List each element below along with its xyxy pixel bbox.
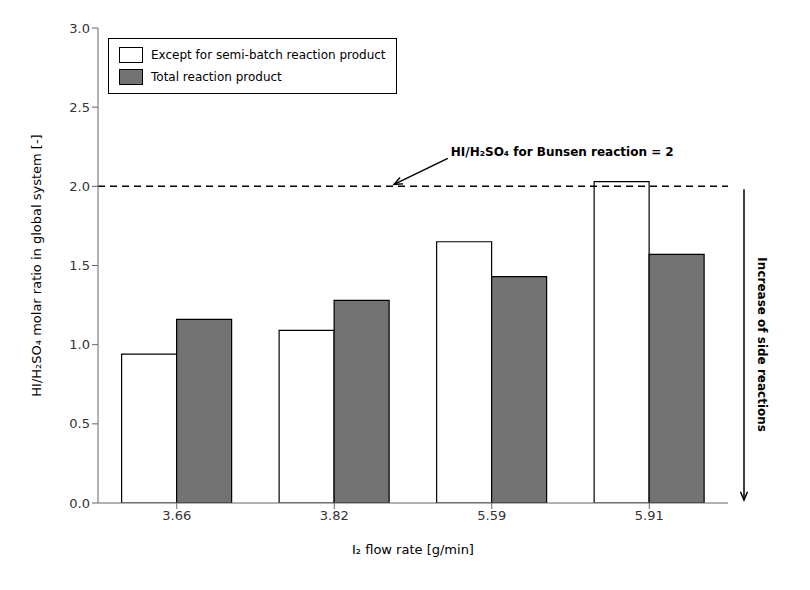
svg-text:1.5: 1.5 — [69, 258, 90, 273]
svg-text:HI/H₂SO₄ for Bunsen reaction =: HI/H₂SO₄ for Bunsen reaction = 2 — [451, 145, 674, 159]
svg-text:0.0: 0.0 — [69, 496, 90, 511]
svg-text:1.0: 1.0 — [69, 337, 90, 352]
svg-text:3.0: 3.0 — [69, 21, 90, 36]
svg-text:2.0: 2.0 — [69, 179, 90, 194]
svg-text:5.59: 5.59 — [477, 508, 506, 523]
html-text:Except for semi-batch reaction: Except for semi-batch reaction product — [151, 48, 386, 62]
svg-text:Increase of side reactions: Increase of side reactions — [755, 257, 769, 432]
svg-text:2.5: 2.5 — [69, 100, 90, 115]
svg-text:5.91: 5.91 — [635, 508, 664, 523]
html-text:Total reaction product: Total reaction product — [151, 70, 282, 84]
svg-text:I₂ flow rate [g/min]: I₂ flow rate [g/min] — [352, 542, 474, 557]
svg-text:3.82: 3.82 — [320, 508, 349, 523]
svg-text:HI/H₂SO₄ molar ratio in global: HI/H₂SO₄ molar ratio in global system [-… — [29, 134, 44, 396]
svg-text:0.5: 0.5 — [69, 416, 90, 431]
svg-text:3.66: 3.66 — [162, 508, 191, 523]
